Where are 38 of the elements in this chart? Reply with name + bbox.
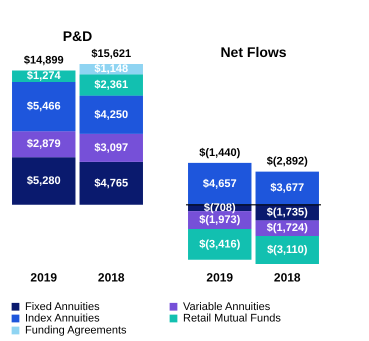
data-label: $(1,735) [266,206,308,219]
data-label: $2,879 [26,138,61,150]
bar [80,96,143,134]
legend-label: Index Annuities [25,312,100,324]
data-label: $(3,110) [267,244,308,256]
data-label: $4,250 [94,108,128,121]
legend-label: Fixed Annuities [25,300,100,313]
data-label: $(708) [204,202,236,214]
bar [80,162,143,205]
data-label: $4,765 [94,177,128,190]
data-label: $2,361 [94,78,128,91]
data-label: $3,677 [270,182,304,194]
bar [12,157,76,205]
chart-title: P&D [62,28,92,44]
data-label: $4,657 [202,178,237,190]
total-label: $15,621 [91,48,132,60]
total-label: $14,899 [24,54,64,67]
total-label: $(2,892) [266,156,308,168]
legend-label: Funding Agreements [25,324,128,336]
x-tick-label: 2019 [206,270,234,284]
legend-label: Retail Mutual Funds [183,312,282,324]
x-tick-label: 2018 [98,270,125,284]
bar [80,134,143,162]
total-label: $(1,440) [199,146,241,159]
bar [12,82,76,132]
data-label: $(1,973) [199,214,241,226]
x-tick-label: 2018 [274,270,301,284]
data-label: $(1,724) [266,222,308,234]
data-label: $5,280 [26,175,61,187]
x-tick-label: 2019 [30,270,58,284]
data-label: $3,097 [94,142,128,154]
data-label: $1,148 [94,63,128,76]
data-label: $5,466 [26,100,61,113]
bar [256,172,319,205]
data-label: $(3,416) [199,238,241,250]
chart-title: Net Flows [220,44,287,60]
legend-label: Variable Annuities [183,300,271,313]
data-label: $1,274 [26,70,62,82]
